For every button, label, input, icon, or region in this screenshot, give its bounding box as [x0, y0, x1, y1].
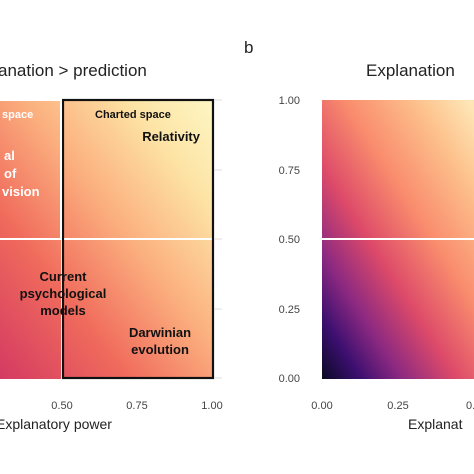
panel-b-ytick-3: 0.75: [279, 165, 300, 177]
annotation-darwin-line2: evolution: [131, 342, 189, 357]
panel-b-ytick-2: 0.50: [279, 234, 300, 246]
panel-b-title: Explanation: [366, 61, 455, 80]
panel-a-title: anation > prediction: [0, 61, 147, 80]
panel-a-xtick-1: 0.75: [126, 400, 147, 412]
annotation-psych-line2: psychological: [20, 286, 107, 301]
panel-a-right-ticks: [214, 99, 222, 379]
panel-a-xlabel: Explanatory power: [0, 416, 112, 432]
panel-b-letter: b: [244, 38, 253, 57]
annotation-darwin-line1: Darwinian: [129, 325, 191, 340]
panel-b-xtick-0: 0.00: [311, 400, 332, 412]
region-label-charted-space: Charted space: [95, 109, 171, 121]
panel-a-xtick-2: 1.00: [201, 400, 222, 412]
annotation-psych-line1: Current: [40, 269, 88, 284]
annotation-relativity: Relativity: [142, 129, 201, 144]
panel-b-ytick-0: 0.00: [279, 373, 300, 385]
region-left-space-border: [0, 99, 62, 240]
annotation-vision-line3: vision: [2, 184, 40, 199]
panel-b-ytick-1: 0.25: [279, 304, 300, 316]
annotation-vision-line1: al: [4, 148, 15, 163]
panel-b-xtick-1: 0.25: [387, 400, 408, 412]
region-charted-space-border: [61, 98, 215, 380]
annotation-psych-line3: models: [40, 303, 86, 318]
region-label-space: space: [2, 109, 33, 121]
panel-b-xlabel: Explanat: [408, 416, 463, 432]
annotation-vision-line2: of: [4, 166, 17, 181]
panel-a-xtick-0: 0.50: [51, 400, 72, 412]
panel-b: b Explanation 1.00 0.75 0.50 0.25 0.00 0…: [244, 38, 474, 432]
panel-b-xtick-2: 0.: [466, 400, 474, 412]
panel-b-ytick-4: 1.00: [279, 95, 300, 107]
panel-a: anation > prediction space Charted space…: [0, 61, 223, 432]
